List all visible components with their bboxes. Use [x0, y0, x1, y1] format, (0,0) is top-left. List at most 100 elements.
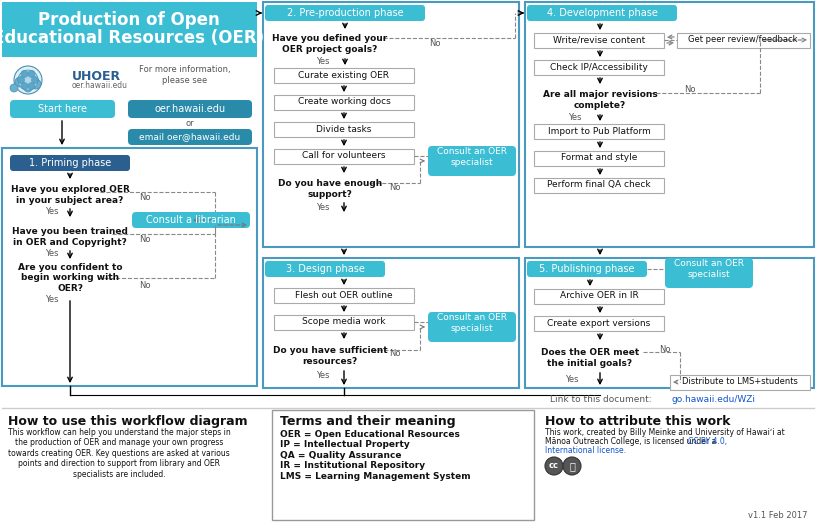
- Bar: [274, 315, 414, 330]
- Text: Perform final QA check: Perform final QA check: [548, 181, 651, 190]
- Circle shape: [563, 457, 581, 475]
- Text: No: No: [140, 280, 151, 289]
- Text: Curate existing OER: Curate existing OER: [299, 71, 389, 80]
- Text: This work, created by Billy Meinke and University of Hawaiʻi at: This work, created by Billy Meinke and U…: [545, 428, 785, 437]
- Text: Educational Resources (OER): Educational Resources (OER): [0, 29, 264, 47]
- Text: Ⓞ: Ⓞ: [569, 461, 575, 471]
- Text: Mānoa Outreach College, is licensed under a: Mānoa Outreach College, is licensed unde…: [545, 437, 719, 446]
- Text: go.hawaii.edu/WZi: go.hawaii.edu/WZi: [672, 395, 756, 404]
- Text: oer.hawaii.edu: oer.hawaii.edu: [72, 81, 128, 90]
- Text: Scope media work: Scope media work: [302, 317, 386, 326]
- Text: Yes: Yes: [565, 375, 579, 384]
- Text: No: No: [429, 40, 441, 49]
- Text: Create working docs: Create working docs: [298, 98, 390, 107]
- FancyBboxPatch shape: [128, 100, 252, 118]
- Text: oer.hawaii.edu: oer.hawaii.edu: [154, 104, 225, 114]
- Text: Divide tasks: Divide tasks: [317, 125, 371, 134]
- Text: No: No: [389, 183, 401, 192]
- Text: Yes: Yes: [45, 208, 59, 216]
- Bar: [670, 375, 810, 390]
- Text: Flesh out OER outline: Flesh out OER outline: [295, 290, 392, 299]
- Text: How to use this workflow diagram: How to use this workflow diagram: [8, 415, 247, 428]
- FancyBboxPatch shape: [10, 155, 130, 171]
- Text: No: No: [140, 193, 151, 203]
- Text: Yes: Yes: [45, 296, 59, 305]
- Text: International license.: International license.: [545, 446, 626, 455]
- Text: No: No: [389, 350, 401, 359]
- Text: Have you explored OER
in your subject area?: Have you explored OER in your subject ar…: [11, 185, 130, 205]
- Bar: [272, 410, 534, 520]
- FancyBboxPatch shape: [10, 100, 115, 118]
- Text: OER = Open Educational Resources
IP = Intellectual Property
QA = Quality Assuran: OER = Open Educational Resources IP = In…: [280, 430, 471, 480]
- Bar: [525, 258, 814, 388]
- Circle shape: [18, 70, 38, 90]
- Text: 3. Design phase: 3. Design phase: [286, 264, 365, 274]
- Text: Distribute to LMS+students: Distribute to LMS+students: [682, 378, 798, 386]
- FancyBboxPatch shape: [665, 258, 753, 288]
- Bar: [534, 178, 664, 193]
- Text: Do you have sufficient
resources?: Do you have sufficient resources?: [273, 346, 388, 366]
- Text: No: No: [685, 86, 696, 95]
- Text: Start here: Start here: [38, 104, 86, 114]
- Text: Import to Pub Platform: Import to Pub Platform: [548, 127, 650, 136]
- Text: How to attribute this work: How to attribute this work: [545, 415, 730, 428]
- Text: email oer@hawaii.edu: email oer@hawaii.edu: [140, 133, 241, 142]
- Text: Consult an OER
specialist: Consult an OER specialist: [437, 313, 507, 333]
- FancyBboxPatch shape: [428, 312, 516, 342]
- Text: Write/revise content: Write/revise content: [553, 35, 645, 44]
- Bar: [534, 316, 664, 331]
- Circle shape: [31, 79, 41, 89]
- FancyBboxPatch shape: [265, 5, 425, 21]
- Bar: [534, 151, 664, 166]
- Text: Have you defined your
OER project goals?: Have you defined your OER project goals?: [273, 34, 388, 54]
- Text: Create export versions: Create export versions: [548, 318, 650, 327]
- Bar: [274, 122, 414, 137]
- Text: v1.1 Feb 2017: v1.1 Feb 2017: [748, 511, 808, 520]
- Circle shape: [17, 76, 25, 84]
- Bar: [274, 68, 414, 83]
- Circle shape: [28, 82, 36, 90]
- Text: Consult an OER
specialist: Consult an OER specialist: [674, 259, 744, 279]
- Text: Yes: Yes: [568, 114, 582, 122]
- FancyBboxPatch shape: [265, 261, 385, 277]
- FancyBboxPatch shape: [128, 129, 252, 145]
- Bar: [263, 2, 519, 247]
- FancyBboxPatch shape: [132, 212, 250, 228]
- Text: Consult an OER
specialist: Consult an OER specialist: [437, 147, 507, 167]
- Bar: [274, 288, 414, 303]
- Circle shape: [20, 82, 29, 90]
- Circle shape: [20, 70, 29, 78]
- Text: Are all major revisions
complete?: Are all major revisions complete?: [543, 90, 658, 110]
- Text: Get peer review/feedback: Get peer review/feedback: [688, 35, 798, 44]
- Text: Production of Open: Production of Open: [38, 11, 220, 29]
- Text: 1. Priming phase: 1. Priming phase: [29, 158, 111, 168]
- Text: 4. Development phase: 4. Development phase: [547, 8, 658, 18]
- Text: or: or: [186, 119, 194, 128]
- Text: Consult a librarian: Consult a librarian: [146, 215, 236, 225]
- Text: Yes: Yes: [45, 250, 59, 259]
- Text: Terms and their meaning: Terms and their meaning: [280, 415, 455, 428]
- FancyBboxPatch shape: [527, 5, 677, 21]
- Bar: [534, 33, 664, 48]
- Bar: [274, 95, 414, 110]
- Bar: [2, 57, 257, 132]
- Bar: [534, 124, 664, 139]
- Text: 5. Publishing phase: 5. Publishing phase: [539, 264, 635, 274]
- Text: UHOER: UHOER: [72, 70, 121, 82]
- Text: Check IP/Accessibility: Check IP/Accessibility: [550, 62, 648, 71]
- Text: Link to this document:: Link to this document:: [550, 395, 652, 404]
- Text: Call for volunteers: Call for volunteers: [302, 152, 386, 161]
- Text: Yes: Yes: [317, 56, 330, 65]
- Circle shape: [24, 84, 32, 92]
- Text: Format and style: Format and style: [561, 154, 637, 163]
- Circle shape: [545, 457, 563, 475]
- Bar: [525, 2, 814, 247]
- Text: No: No: [140, 235, 151, 244]
- Text: Yes: Yes: [317, 203, 330, 212]
- FancyBboxPatch shape: [527, 261, 647, 277]
- Circle shape: [31, 76, 39, 84]
- Text: Have you been trained
in OER and Copyright?: Have you been trained in OER and Copyrig…: [12, 227, 128, 247]
- Bar: [677, 33, 810, 48]
- Text: This workflow can help you understand the major steps in
the production of OER a: This workflow can help you understand th…: [8, 428, 231, 478]
- Circle shape: [10, 84, 18, 92]
